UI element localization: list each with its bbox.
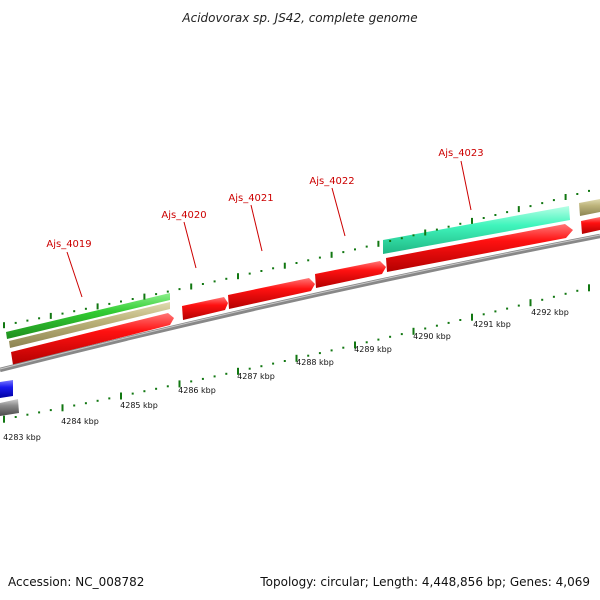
- feature-track-aqua: [383, 206, 570, 254]
- inner-tick-ring: [3, 284, 590, 423]
- genome-title: Acidovorax sp. JS42, complete genome: [181, 11, 417, 25]
- kbp-label-4285: 4285 kbp: [120, 401, 158, 410]
- label-line-ajs4022: [331, 187, 346, 237]
- cds-arrow-ajs4022: [315, 261, 386, 288]
- feature-track-blue: [0, 380, 13, 398]
- kbp-label-4284: 4284 kbp: [61, 417, 99, 426]
- topology-text: Topology: circular; Length: 4,448,856 bp…: [259, 575, 590, 589]
- genome-backbone-highlight: [0, 234, 600, 370]
- accession-text: Accession: NC_008782: [8, 575, 144, 589]
- feature-track-green: [6, 293, 170, 339]
- feature-track-gray: [0, 399, 19, 416]
- cds-arrow-right-edge: [581, 217, 600, 234]
- kbp-label-4291: 4291 kbp: [473, 320, 511, 329]
- kbp-label-4287: 4287 kbp: [237, 372, 275, 381]
- cds-arrow-ajs4023: [386, 224, 573, 272]
- kbp-label-4288: 4288 kbp: [296, 358, 334, 367]
- cds-arrow-ajs4021: [228, 278, 315, 309]
- label-line-ajs4021: [250, 204, 263, 252]
- kbp-label-4290: 4290 kbp: [413, 332, 451, 341]
- gene-label-ajs4022: Ajs_4022: [309, 176, 354, 187]
- gene-label-ajs4021: Ajs_4021: [228, 193, 273, 204]
- feature-track-khaki: [9, 302, 170, 348]
- label-line-ajs4023: [460, 160, 472, 211]
- gene-label-ajs4023: Ajs_4023: [438, 148, 483, 159]
- kbp-label-4286: 4286 kbp: [178, 386, 216, 395]
- outer-tick-ring: [3, 189, 590, 329]
- label-line-ajs4019: [66, 251, 83, 298]
- kbp-label-4292: 4292 kbp: [531, 308, 569, 317]
- label-line-ajs4020: [183, 221, 197, 269]
- feature-track-khaki-right: [579, 199, 600, 216]
- kbp-label-4289: 4289 kbp: [354, 345, 392, 354]
- gene-label-ajs4020: Ajs_4020: [161, 210, 206, 221]
- gene-label-ajs4019: Ajs_4019: [46, 239, 91, 250]
- genome-backbone: [0, 233, 600, 373]
- cds-arrow-ajs4019: [11, 313, 174, 365]
- cds-arrow-ajs4020: [182, 297, 228, 320]
- kbp-label-4283: 4283 kbp: [3, 433, 41, 442]
